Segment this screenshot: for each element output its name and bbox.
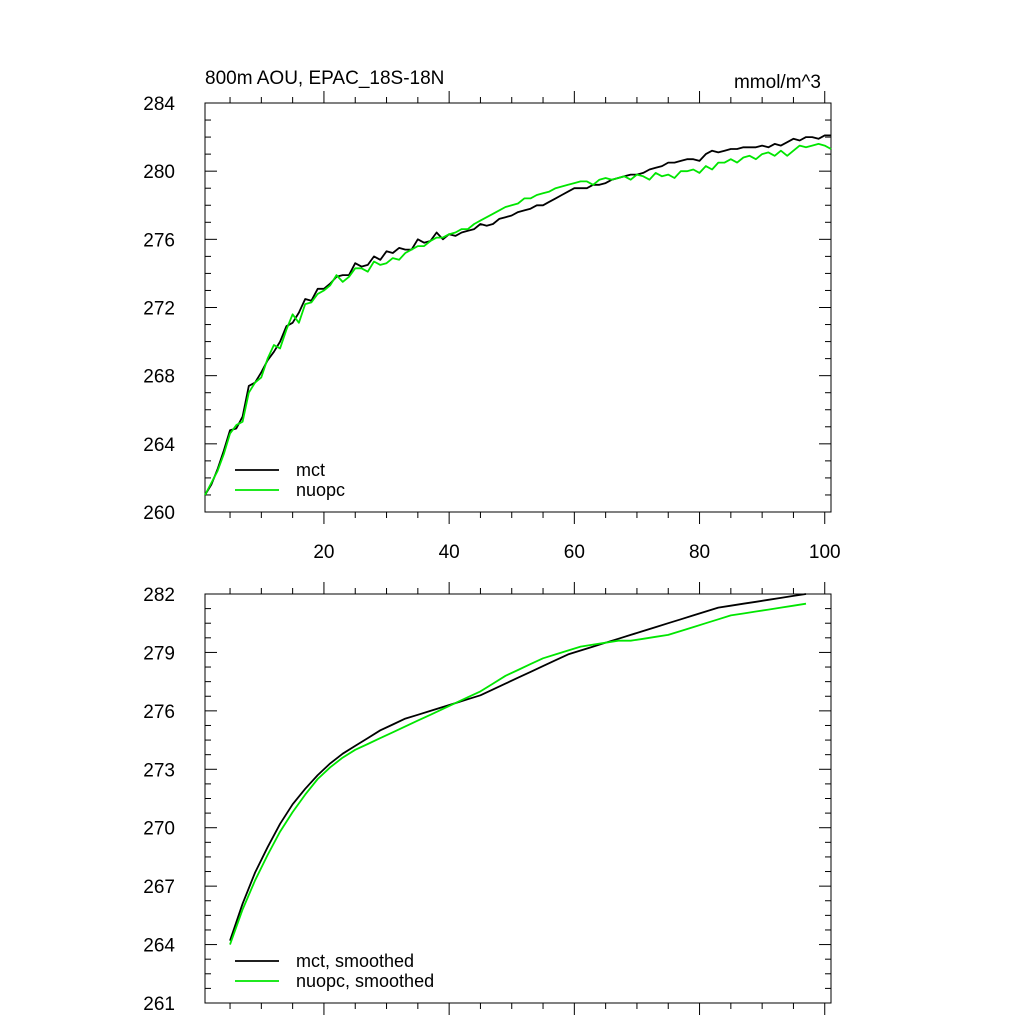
units-label: mmol/m^3 [734,72,821,93]
legend-label: mct [296,460,325,480]
top-panel: 260 264 268 272 276 280 284 20 40 60 80 100 800m AOU… [143,68,840,563]
legend-label: nuopc, smoothed [296,971,434,991]
x-tick-label: 60 [564,542,585,563]
x-tick-label: 20 [313,542,334,563]
y-tick-label: 272 [143,299,175,320]
y-tick-label: 261 [143,994,175,1015]
legend-label: nuopc [296,480,345,500]
y-tick-label: 260 [143,503,175,524]
y-tick-label: 279 [143,643,175,664]
legend-label: mct, smoothed [296,951,414,971]
y-tick-label: 276 [143,230,175,251]
x-tick-label: 80 [689,542,710,563]
series-line-nuopc-smoothed [229,602,807,945]
chart-title: 800m AOU, EPAC_18S-18N [205,68,444,89]
series-line-nuopc [204,143,832,496]
plot-frame [204,102,832,513]
y-tick-label: 268 [143,367,175,388]
x-tick-label: 40 [439,542,460,563]
y-tick-label: 273 [143,760,175,781]
y-tick-label: 280 [143,162,175,183]
y-tick-label: 264 [143,435,175,456]
series-line-mct-smoothed [229,593,807,941]
series-line-mct [204,134,831,496]
bottom-panel: 261 264 267 270 273 276 279 282 mct, smoothednuo… [143,582,832,1015]
y-tick-label: 276 [143,702,175,723]
y-tick-label: 267 [143,877,175,898]
y-tick-label: 270 [143,819,175,840]
plot-frame [204,593,832,1004]
x-tick-label: 100 [809,542,841,563]
y-tick-label: 264 [143,936,175,957]
y-tick-label: 282 [143,585,175,606]
y-tick-label: 284 [143,94,175,115]
